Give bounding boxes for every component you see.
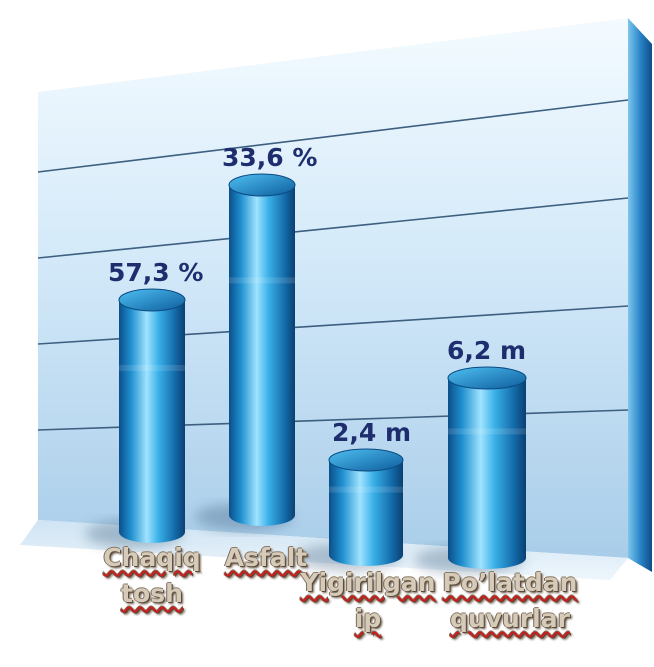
bar-body	[229, 185, 295, 526]
gridline	[37, 197, 629, 259]
data-label: 2,4 m	[332, 418, 412, 447]
gridline	[37, 99, 629, 173]
bar-cap	[228, 173, 296, 197]
category-label: Po’latdan quvurlar	[442, 568, 578, 633]
bar-cylinder	[195, 173, 296, 531]
bar-highlight-band	[448, 428, 526, 435]
data-label: 6,2 m	[447, 336, 527, 365]
bar-body	[448, 378, 526, 569]
bars	[85, 173, 527, 574]
category-label: Asfalt	[224, 543, 308, 572]
bar-cap	[447, 366, 527, 390]
bar-cylinder	[414, 366, 527, 574]
bar-highlight-band	[229, 277, 295, 284]
data-label: 57,3 %	[108, 258, 204, 287]
bar-body	[119, 300, 185, 543]
bar-body	[329, 460, 403, 566]
category-label: Chaqiq tosh	[103, 543, 201, 608]
bar-cylinder	[85, 288, 186, 548]
chart-side-panel	[628, 18, 652, 572]
bar-highlight-band	[119, 364, 185, 371]
data-label: 33,6 %	[222, 143, 318, 172]
bar-cap	[328, 448, 404, 472]
bar-cylinder	[295, 448, 404, 571]
category-label: Yigirilgan ip	[300, 568, 436, 633]
bar-cap	[118, 288, 186, 312]
bar-highlight-band	[329, 486, 403, 493]
